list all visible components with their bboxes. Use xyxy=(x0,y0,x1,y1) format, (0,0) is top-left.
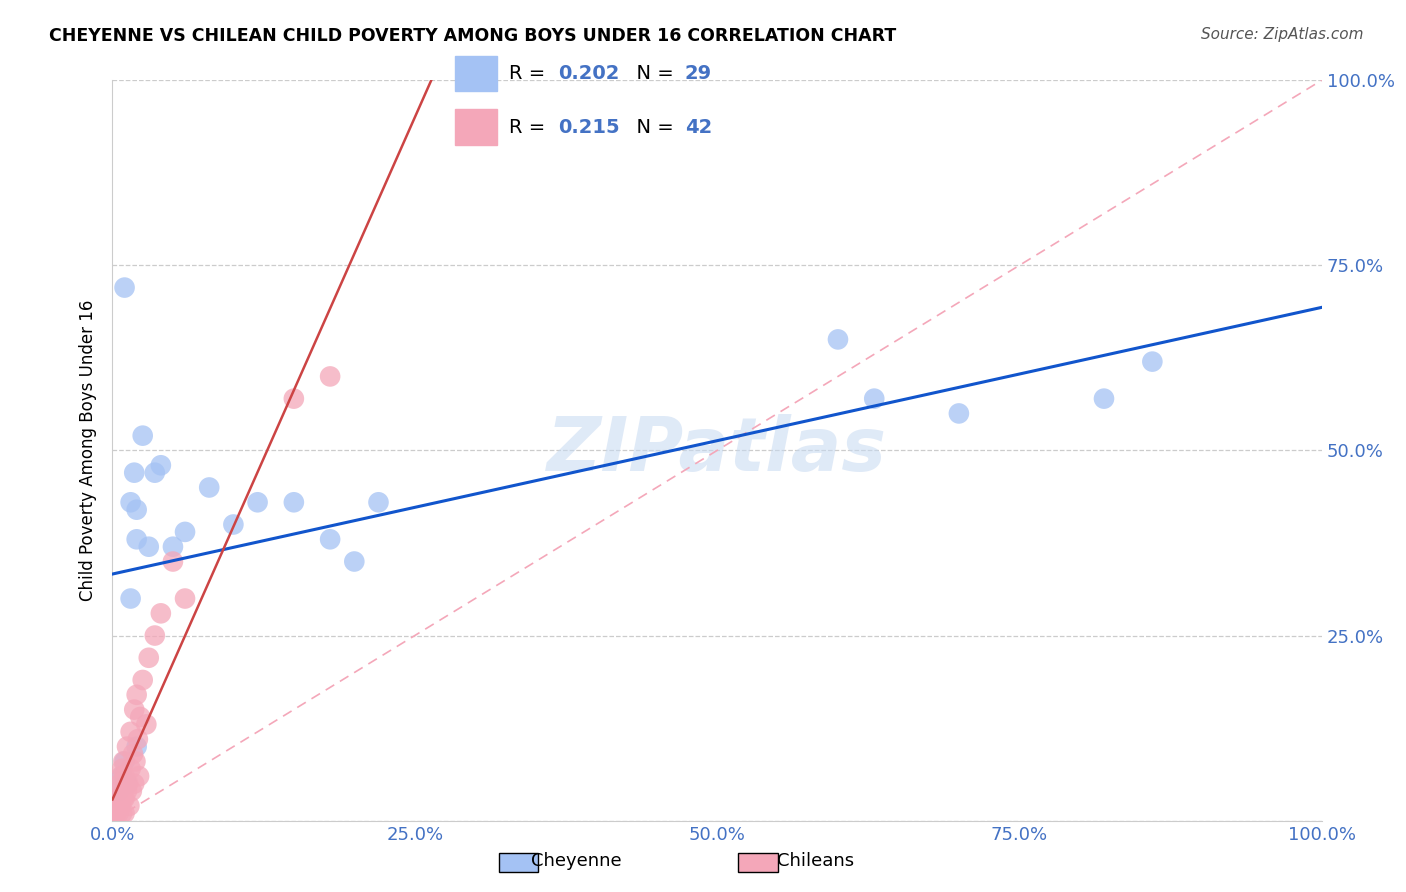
Point xyxy=(174,591,197,606)
Point xyxy=(367,495,389,509)
Point xyxy=(122,703,145,717)
Point xyxy=(115,784,138,798)
Point xyxy=(319,533,342,547)
Point xyxy=(122,776,145,791)
Point xyxy=(135,717,157,731)
Point xyxy=(125,502,148,516)
Point xyxy=(162,555,184,569)
Point xyxy=(111,769,134,783)
Point xyxy=(107,784,129,798)
Point xyxy=(863,392,886,406)
Point xyxy=(283,495,305,509)
Point xyxy=(104,798,127,813)
Text: 42: 42 xyxy=(685,118,711,136)
Y-axis label: Child Poverty Among Boys Under 16: Child Poverty Among Boys Under 16 xyxy=(79,300,97,601)
Point xyxy=(283,392,305,406)
Point xyxy=(120,495,142,509)
Point xyxy=(112,791,135,805)
Point xyxy=(107,806,129,821)
Point xyxy=(827,332,849,346)
Point xyxy=(122,747,145,761)
Point xyxy=(948,407,970,421)
Bar xyxy=(456,109,498,145)
Point xyxy=(112,755,135,769)
Text: Source: ZipAtlas.com: Source: ZipAtlas.com xyxy=(1201,27,1364,42)
Point xyxy=(174,524,197,539)
Point xyxy=(107,784,129,798)
Point xyxy=(129,710,152,724)
Point xyxy=(120,591,142,606)
Point xyxy=(114,791,136,805)
Point xyxy=(105,806,128,821)
Point xyxy=(118,798,141,813)
Point xyxy=(111,806,134,821)
Point xyxy=(132,673,155,687)
Point xyxy=(108,776,131,791)
Point xyxy=(114,769,136,783)
Text: Cheyenne: Cheyenne xyxy=(531,852,621,870)
Text: 29: 29 xyxy=(685,64,711,83)
Point xyxy=(115,776,138,791)
Point xyxy=(125,739,148,754)
Point xyxy=(114,806,136,821)
Point xyxy=(120,762,142,776)
Text: R =: R = xyxy=(509,118,553,136)
Point xyxy=(125,688,148,702)
Bar xyxy=(456,56,498,92)
Point xyxy=(114,280,136,294)
Point xyxy=(128,769,150,783)
Point xyxy=(115,739,138,754)
Point xyxy=(162,540,184,554)
Point xyxy=(198,480,221,494)
Point xyxy=(111,762,134,776)
Point xyxy=(149,458,172,473)
Point xyxy=(138,650,160,665)
Point xyxy=(124,755,146,769)
Point xyxy=(105,798,128,813)
Text: 0.202: 0.202 xyxy=(558,64,619,83)
Point xyxy=(343,555,366,569)
Text: CHEYENNE VS CHILEAN CHILD POVERTY AMONG BOYS UNDER 16 CORRELATION CHART: CHEYENNE VS CHILEAN CHILD POVERTY AMONG … xyxy=(49,27,897,45)
Point xyxy=(121,784,143,798)
Point xyxy=(114,755,136,769)
Point xyxy=(143,628,166,642)
Point xyxy=(108,798,131,813)
Point xyxy=(120,724,142,739)
Point xyxy=(1092,392,1115,406)
Point xyxy=(138,540,160,554)
Point xyxy=(117,776,139,791)
Text: R =: R = xyxy=(509,64,553,83)
Point xyxy=(125,533,148,547)
Point xyxy=(110,798,132,813)
Point xyxy=(246,495,269,509)
Point xyxy=(105,791,128,805)
Point xyxy=(132,428,155,442)
Text: N =: N = xyxy=(624,118,681,136)
Point xyxy=(1142,354,1164,368)
Point xyxy=(222,517,245,532)
Point xyxy=(319,369,342,384)
Point xyxy=(103,806,125,821)
Text: ZIPatlas: ZIPatlas xyxy=(547,414,887,487)
Point xyxy=(149,607,172,621)
Point xyxy=(110,769,132,783)
Point xyxy=(143,466,166,480)
Point xyxy=(122,466,145,480)
Text: 0.215: 0.215 xyxy=(558,118,620,136)
Text: Chileans: Chileans xyxy=(778,852,853,870)
Text: N =: N = xyxy=(624,64,681,83)
Point xyxy=(127,732,149,747)
